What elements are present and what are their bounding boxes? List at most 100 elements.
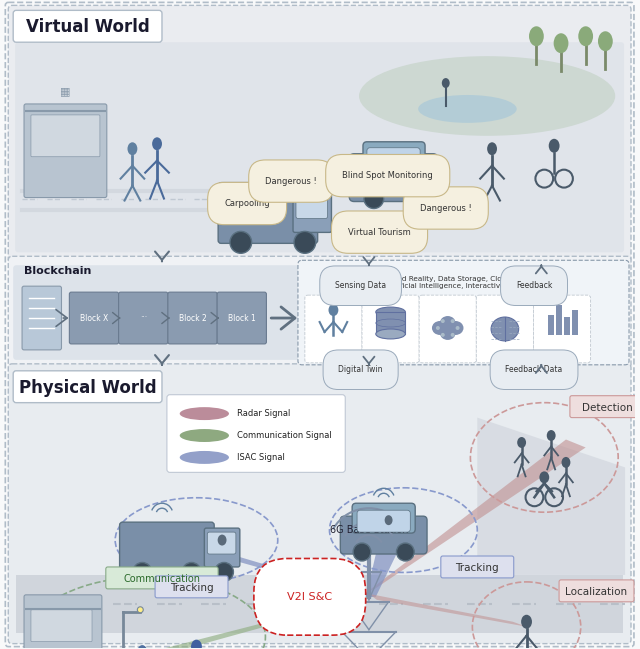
Text: ▦: ▦ (60, 86, 70, 96)
Ellipse shape (353, 543, 371, 561)
FancyBboxPatch shape (559, 580, 634, 602)
Text: Communication: Communication (177, 583, 188, 585)
Ellipse shape (138, 607, 143, 613)
Text: V2I S&C: V2I S&C (287, 592, 332, 602)
Text: Physical World: Physical World (19, 379, 157, 397)
Text: Blind Spot Monitoring: Blind Spot Monitoring (342, 171, 433, 180)
Text: Dangerous !: Dangerous ! (266, 177, 317, 186)
Ellipse shape (418, 95, 516, 123)
Bar (572, 310, 578, 335)
FancyBboxPatch shape (13, 10, 162, 42)
Ellipse shape (579, 26, 593, 46)
FancyBboxPatch shape (352, 503, 415, 533)
FancyBboxPatch shape (305, 295, 362, 363)
Ellipse shape (180, 451, 229, 464)
Text: Extended Reality, Data Storage, Cloud Computing,
Artificial Intelligence, Intera: Extended Reality, Data Storage, Cloud Co… (372, 276, 555, 289)
Ellipse shape (529, 26, 544, 46)
Ellipse shape (442, 78, 450, 88)
Ellipse shape (436, 326, 440, 330)
Ellipse shape (561, 457, 570, 468)
Polygon shape (366, 439, 586, 593)
FancyBboxPatch shape (24, 595, 102, 649)
Ellipse shape (441, 333, 445, 337)
FancyBboxPatch shape (357, 510, 410, 532)
Ellipse shape (180, 407, 229, 420)
Ellipse shape (359, 56, 615, 136)
Text: Dangerous !: Dangerous ! (420, 204, 472, 212)
Ellipse shape (521, 615, 532, 629)
Text: Virtual Tourism: Virtual Tourism (348, 228, 411, 237)
FancyBboxPatch shape (340, 516, 427, 554)
Text: Blockchain: Blockchain (24, 266, 92, 276)
Text: ISAC Signal: ISAC Signal (237, 453, 285, 462)
FancyBboxPatch shape (155, 576, 228, 598)
FancyBboxPatch shape (296, 193, 328, 219)
FancyBboxPatch shape (120, 522, 214, 573)
FancyBboxPatch shape (167, 395, 345, 472)
Text: Sensing Data: Sensing Data (335, 281, 386, 290)
FancyBboxPatch shape (13, 371, 162, 402)
FancyBboxPatch shape (349, 154, 438, 202)
Polygon shape (366, 550, 399, 597)
Ellipse shape (376, 307, 405, 317)
Ellipse shape (230, 232, 252, 253)
FancyBboxPatch shape (5, 3, 634, 646)
FancyBboxPatch shape (24, 104, 107, 197)
Ellipse shape (376, 329, 405, 339)
Ellipse shape (441, 319, 445, 323)
Ellipse shape (440, 316, 456, 330)
Text: Block 2: Block 2 (179, 313, 206, 323)
Ellipse shape (191, 640, 202, 649)
FancyBboxPatch shape (570, 396, 640, 417)
Ellipse shape (540, 471, 549, 484)
Text: Radar Signal: Radar Signal (237, 409, 290, 418)
Ellipse shape (491, 317, 518, 341)
Ellipse shape (440, 326, 456, 340)
FancyBboxPatch shape (204, 528, 240, 567)
Ellipse shape (218, 535, 227, 546)
Text: Carpooling: Carpooling (224, 199, 270, 208)
FancyBboxPatch shape (217, 292, 266, 344)
Ellipse shape (408, 189, 428, 208)
FancyBboxPatch shape (476, 295, 534, 363)
Text: Virtual World: Virtual World (26, 18, 150, 36)
FancyBboxPatch shape (419, 295, 476, 363)
Ellipse shape (448, 321, 463, 335)
Text: Detection: Detection (582, 402, 633, 413)
Text: Feedback: Feedback (516, 281, 552, 290)
Text: Communication Signal: Communication Signal (237, 431, 332, 440)
Polygon shape (196, 550, 374, 597)
FancyBboxPatch shape (69, 292, 118, 344)
Polygon shape (369, 594, 527, 627)
FancyBboxPatch shape (218, 182, 317, 243)
Bar (564, 317, 570, 335)
Bar (376, 312, 405, 334)
FancyBboxPatch shape (362, 295, 419, 363)
Ellipse shape (548, 139, 559, 153)
Ellipse shape (456, 326, 460, 330)
Polygon shape (477, 417, 625, 575)
Ellipse shape (214, 563, 234, 582)
Ellipse shape (451, 333, 454, 337)
Ellipse shape (554, 33, 568, 53)
FancyBboxPatch shape (106, 567, 218, 589)
Ellipse shape (517, 437, 526, 448)
Polygon shape (132, 597, 373, 649)
Ellipse shape (182, 563, 201, 582)
Text: Block 1: Block 1 (228, 313, 255, 323)
Ellipse shape (397, 543, 414, 561)
Bar (16, 575, 623, 633)
Ellipse shape (487, 142, 497, 155)
Text: Digital Twin: Digital Twin (339, 365, 383, 374)
Ellipse shape (432, 321, 448, 335)
FancyBboxPatch shape (118, 292, 168, 344)
FancyBboxPatch shape (363, 141, 425, 175)
Ellipse shape (138, 645, 147, 649)
FancyBboxPatch shape (534, 295, 591, 363)
Ellipse shape (598, 31, 612, 51)
Text: Tracking: Tracking (456, 563, 499, 573)
Text: 6G Base Station: 6G Base Station (330, 525, 408, 535)
FancyBboxPatch shape (22, 286, 61, 350)
Ellipse shape (451, 319, 454, 323)
FancyBboxPatch shape (298, 260, 629, 365)
